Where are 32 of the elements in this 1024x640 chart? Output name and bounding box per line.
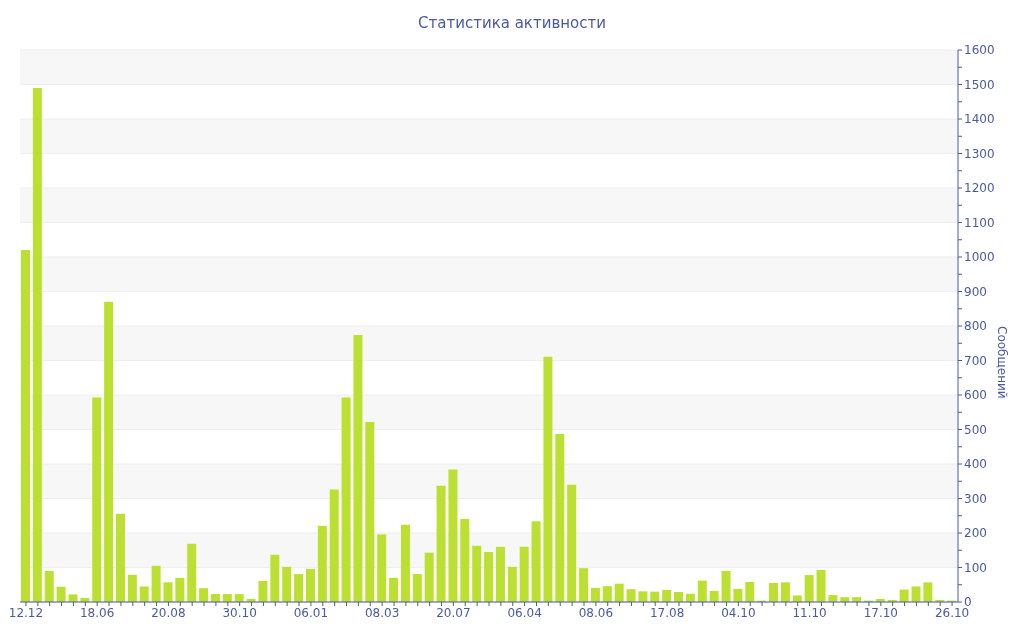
chart-title: Статистика активности [417,14,607,32]
y-tick-label: 300 [964,491,987,506]
x-tick-label: 11.10 [792,605,827,620]
y-tick-label: 1400 [964,112,995,127]
x-tick-label: 26.10 [934,605,970,620]
y-tick-label: 100 [964,560,987,575]
y-tick-label: 1300 [964,146,995,161]
y-tick-label: 500 [964,422,987,437]
x-tick-label: 17.08 [649,605,685,620]
y-tick-label: 1500 [964,77,995,92]
y-tick-label: 700 [964,353,987,368]
x-tick-label: 06.01 [293,605,329,620]
y-tick-label: 1000 [964,250,995,265]
y-tick-label: 600 [964,388,987,403]
x-tick-label: 30.10 [222,605,257,620]
y-tick-label: 800 [964,319,987,334]
y-tick-label: 900 [964,284,987,299]
x-tick-label: 12.12 [8,605,44,620]
y-tick-label: 1100 [964,215,995,230]
x-tick-label: 17.10 [863,605,898,620]
y-tick-label: 1600 [964,43,995,58]
x-tick-label: 20.08 [151,605,186,620]
x-tick-label: 08.03 [364,605,400,620]
x-tick-label: 20.07 [436,605,471,620]
x-tick-label: 06.04 [507,605,542,620]
y-tick-label: 1200 [964,181,995,196]
y-axis-title: Сообщений [994,326,1009,399]
x-tick-label: 08.06 [578,605,614,620]
y-tick-label: 200 [964,526,987,541]
y-tick-label: 400 [964,457,987,472]
x-tick-label: 18.06 [80,605,115,620]
x-tick-label: 04.10 [721,605,756,620]
